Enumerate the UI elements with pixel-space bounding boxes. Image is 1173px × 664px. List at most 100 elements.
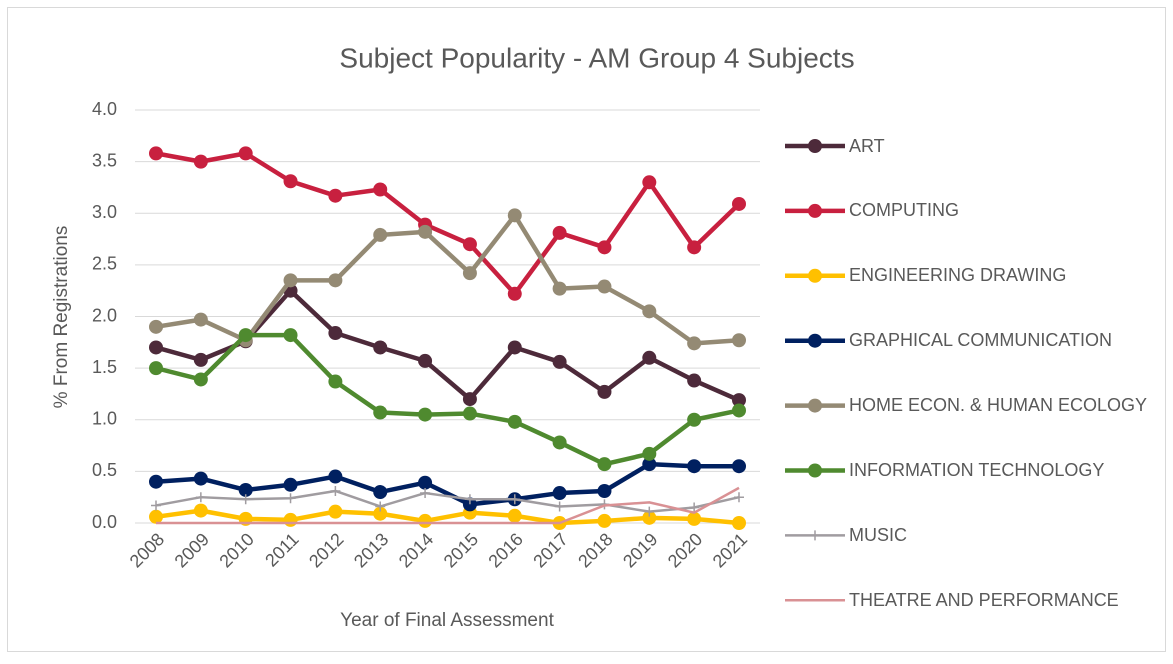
y-tick-label: 1.0: [92, 409, 117, 429]
data-point: [283, 174, 298, 189]
series-line: [155, 489, 740, 513]
data-point: [283, 328, 298, 343]
chart-border: [7, 7, 1166, 652]
data-point: [642, 457, 657, 472]
series-line: [155, 213, 740, 346]
data-point: [193, 312, 208, 327]
legend-marker: [808, 139, 822, 153]
data-point: [462, 237, 477, 252]
legend-item: ART: [849, 136, 885, 156]
data-point: [373, 182, 388, 197]
data-point: [149, 509, 163, 524]
y-tick-label: 3.0: [92, 202, 117, 222]
series-line: [155, 461, 739, 507]
data-point: [283, 512, 298, 527]
data-point: [642, 350, 657, 365]
series-line: [155, 332, 740, 467]
data-point: [464, 494, 475, 505]
data-point: [418, 407, 433, 422]
data-point: [554, 501, 565, 512]
legend-label: GRAPHICAL COMMUNICATION: [849, 330, 1113, 351]
legend-label: INFORMATION TECHNOLOGY: [849, 460, 1105, 480]
legend-item: INFORMATION TECHNOLOGY: [849, 460, 1105, 480]
data-point: [552, 486, 567, 501]
data-point: [597, 240, 612, 255]
data-point: [285, 493, 296, 504]
data-point: [330, 485, 341, 496]
y-tick-label: 2.5: [92, 254, 117, 274]
data-point: [462, 392, 477, 407]
data-point: [597, 457, 612, 472]
legend-label: MUSIC: [849, 524, 907, 545]
chart-title: Subject Popularity - AM Group 4 Subjects: [339, 42, 854, 73]
data-point: [149, 361, 163, 376]
data-point: [418, 224, 433, 239]
y-tick-label: 0.0: [92, 512, 117, 532]
data-point: [193, 471, 208, 486]
data-point: [283, 273, 298, 288]
data-point: [328, 188, 343, 203]
legend-item: HOME ECON. & HUMAN ECOLOGY: [849, 395, 1148, 416]
data-point: [373, 485, 388, 500]
data-point: [732, 403, 746, 418]
data-point: [149, 474, 163, 489]
data-point: [420, 488, 431, 499]
legend-marker: [808, 268, 822, 283]
legend-item: MUSIC: [849, 524, 907, 545]
data-point: [507, 286, 522, 301]
legend-marker: [808, 203, 822, 218]
data-point: [328, 469, 343, 484]
data-point: [373, 506, 388, 521]
series: [149, 457, 746, 512]
data-point: [283, 477, 298, 492]
data-point: [642, 304, 657, 319]
data-point: [328, 273, 343, 288]
data-point: [732, 393, 746, 408]
data-point: [687, 336, 702, 351]
y-tick-label: 1.5: [92, 357, 117, 377]
data-point: [328, 374, 343, 389]
data-point: [149, 146, 163, 161]
data-point: [462, 406, 477, 421]
data-point: [687, 459, 702, 474]
data-point: [732, 459, 746, 474]
data-point: [418, 513, 433, 528]
data-point: [732, 196, 746, 211]
series: [149, 146, 746, 301]
y-tick-label: 3.5: [92, 150, 117, 170]
legend-item: GRAPHICAL COMMUNICATION: [849, 330, 1113, 351]
y-tick-label: 2.0: [92, 305, 117, 325]
data-point: [552, 225, 567, 240]
data-point: [644, 506, 655, 517]
y-axis-label: % From Registrations: [51, 226, 72, 409]
y-tick-label: 0.5: [92, 460, 117, 480]
data-point: [507, 340, 522, 355]
series: [156, 486, 740, 525]
data-point: [149, 319, 163, 334]
legend-label: COMPUTING: [849, 200, 959, 221]
data-point: [238, 328, 253, 343]
data-point: [687, 412, 702, 427]
series: [151, 485, 744, 517]
legend-item: THEATRE AND PERFORMANCE: [849, 589, 1119, 610]
legend-label: HOME ECON. & HUMAN ECOLOGY: [849, 395, 1148, 416]
legend-label: ENGINEERING DRAWING: [849, 265, 1067, 286]
data-point: [373, 227, 388, 242]
legend-marker: [808, 398, 822, 413]
data-point: [507, 414, 522, 429]
data-point: [689, 502, 700, 513]
legend-item: ENGINEERING DRAWING: [849, 265, 1067, 286]
data-point: [507, 508, 522, 523]
data-point: [418, 353, 433, 368]
data-point: [373, 405, 388, 420]
legend-marker: [808, 333, 822, 348]
series-line: [155, 151, 741, 297]
legend-label: THEATRE AND PERFORMANCE: [849, 589, 1119, 610]
data-point: [687, 511, 702, 526]
data-point: [507, 208, 522, 223]
data-point: [373, 340, 388, 355]
data-point: [193, 503, 208, 518]
series: [149, 208, 746, 351]
data-point: [552, 281, 567, 296]
